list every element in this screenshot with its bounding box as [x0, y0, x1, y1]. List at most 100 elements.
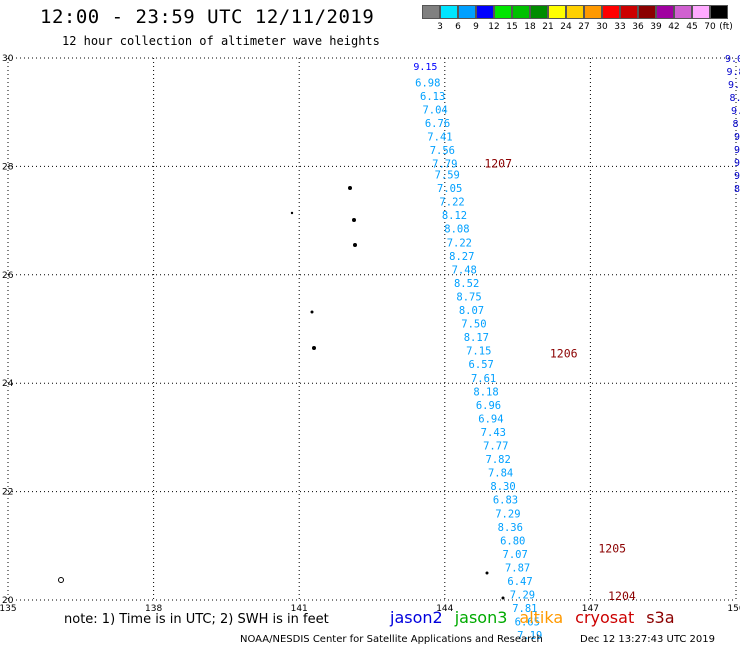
track-value-label: 8.17	[464, 332, 489, 344]
track-value-label: 7.79	[432, 159, 457, 171]
track-value-label: 9.15	[413, 62, 437, 73]
legend-swatch	[530, 5, 548, 19]
edge-track-value-label: 8	[734, 184, 740, 195]
legend-label: 18	[524, 22, 536, 32]
map-subtitle: 12 hour collection of altimeter wave hei…	[62, 34, 380, 48]
track-value-label: 6.94	[478, 413, 503, 425]
legend-swatch	[620, 5, 638, 19]
track-value-label: 8.52	[454, 278, 479, 290]
track-value-label: 6.98	[415, 77, 440, 89]
track-value-label: 6.96	[476, 400, 501, 412]
legend-label: 36	[632, 22, 644, 32]
track-value-label: 8.75	[456, 291, 481, 303]
island-marker	[352, 218, 356, 222]
track-value-label: 7.50	[461, 319, 486, 331]
legend-swatch	[440, 5, 458, 19]
edge-track-value-label: 9	[734, 132, 740, 143]
legend-label: 21	[542, 22, 554, 32]
legend-label: 30	[596, 22, 608, 32]
track-value-label: 6.47	[507, 576, 532, 588]
legend-swatch	[602, 5, 620, 19]
track-value-label: 6.83	[493, 495, 518, 507]
legend-swatch	[656, 5, 674, 19]
track-value-label: 7.05	[437, 183, 462, 195]
satellite-legend: jason2 jason3 altika cryosat s3a	[390, 608, 687, 627]
edge-track-value-label: 8.	[733, 119, 740, 130]
legend-label: 3	[437, 22, 443, 32]
track-value-label: 7.61	[471, 373, 496, 385]
track-value-label: 7.29	[510, 590, 535, 602]
track-value-label: 7.41	[427, 132, 452, 144]
track-value-label: 7.82	[486, 454, 511, 466]
track-value-label: 7.22	[439, 197, 464, 209]
pass-time-label: 1205	[598, 542, 626, 556]
track-value-label: 8.07	[459, 305, 484, 317]
pass-time-label: 1204	[608, 589, 636, 603]
island-marker	[348, 186, 352, 190]
lon-tick-label: 150	[727, 604, 740, 614]
legend-label: 45	[686, 22, 698, 32]
pass-time-label: 1207	[484, 157, 512, 171]
edge-track-value-label: 9.8	[727, 67, 740, 78]
generation-timestamp: Dec 12 13:27:43 UTC 2019	[580, 634, 715, 645]
legend-swatch	[476, 5, 494, 19]
edge-track-value-label: 9	[734, 171, 740, 182]
legend-label: 12	[488, 22, 500, 32]
track-value-label: 7.81	[512, 603, 537, 615]
lon-tick-label: 141	[291, 604, 308, 614]
legend-swatch	[692, 5, 710, 19]
satellite-label: altika	[519, 608, 564, 627]
legend-swatch	[422, 5, 440, 19]
track-value-label: 8.36	[498, 522, 523, 534]
track-value-label: 7.04	[422, 104, 447, 116]
lat-tick-label: 20	[2, 596, 14, 606]
lat-tick-label: 30	[2, 54, 14, 64]
track-value-label: 7.56	[430, 145, 455, 157]
track-value-label: 8.18	[473, 386, 498, 398]
island-marker	[312, 346, 316, 350]
legend-swatch	[674, 5, 692, 19]
legend-swatch	[548, 5, 566, 19]
map-title: 12:00 - 23:59 UTC 12/11/2019	[40, 6, 375, 28]
track-value-label: 7.19	[517, 630, 542, 642]
edge-track-value-label: 9	[734, 145, 740, 156]
edge-track-value-label: 9.	[731, 106, 740, 117]
track-value-label: 7.15	[466, 346, 491, 358]
lat-tick-label: 24	[2, 379, 14, 389]
legend-label: 9	[473, 22, 479, 32]
track-value-label: 6.13	[420, 91, 445, 103]
track-value-label: 7.84	[488, 468, 513, 480]
satellite-label: jason2	[390, 608, 443, 627]
lat-tick-label: 26	[2, 271, 14, 281]
track-value-label: 7.29	[495, 508, 520, 520]
edge-track-value-label: 9.0	[725, 54, 740, 65]
track-value-label: 7.48	[452, 264, 477, 276]
island-marker	[290, 211, 294, 215]
legend-label: 27	[578, 22, 590, 32]
track-value-label: 8.12	[442, 210, 467, 222]
island-marker	[353, 243, 357, 247]
track-value-label: 8.30	[490, 481, 515, 493]
lon-tick-label: 144	[436, 604, 453, 614]
lon-tick-label: 138	[145, 604, 162, 614]
legend-unit: (ft)	[719, 22, 733, 32]
credit-line: NOAA/NESDIS Center for Satellite Applica…	[240, 634, 543, 645]
legend-swatch	[458, 5, 476, 19]
track-value-label: 6.76	[425, 118, 450, 130]
legend-swatch	[584, 5, 602, 19]
legend-swatch	[638, 5, 656, 19]
footer-note: note: 1) Time is in UTC; 2) SWH is in fe…	[64, 612, 329, 627]
island-marker	[310, 310, 314, 314]
legend-label: 24	[560, 22, 572, 32]
track-value-label: 7.07	[503, 549, 528, 561]
legend-label: 39	[650, 22, 662, 32]
track-value-label: 7.77	[483, 441, 508, 453]
track-value-label: 7.43	[481, 427, 506, 439]
island-marker	[501, 596, 505, 600]
legend-swatch	[710, 5, 728, 19]
pass-time-label: 1206	[550, 346, 578, 360]
satellite-label: cryosat	[575, 608, 635, 627]
legend-label: 42	[668, 22, 680, 32]
track-value-label: 6.57	[469, 359, 494, 371]
